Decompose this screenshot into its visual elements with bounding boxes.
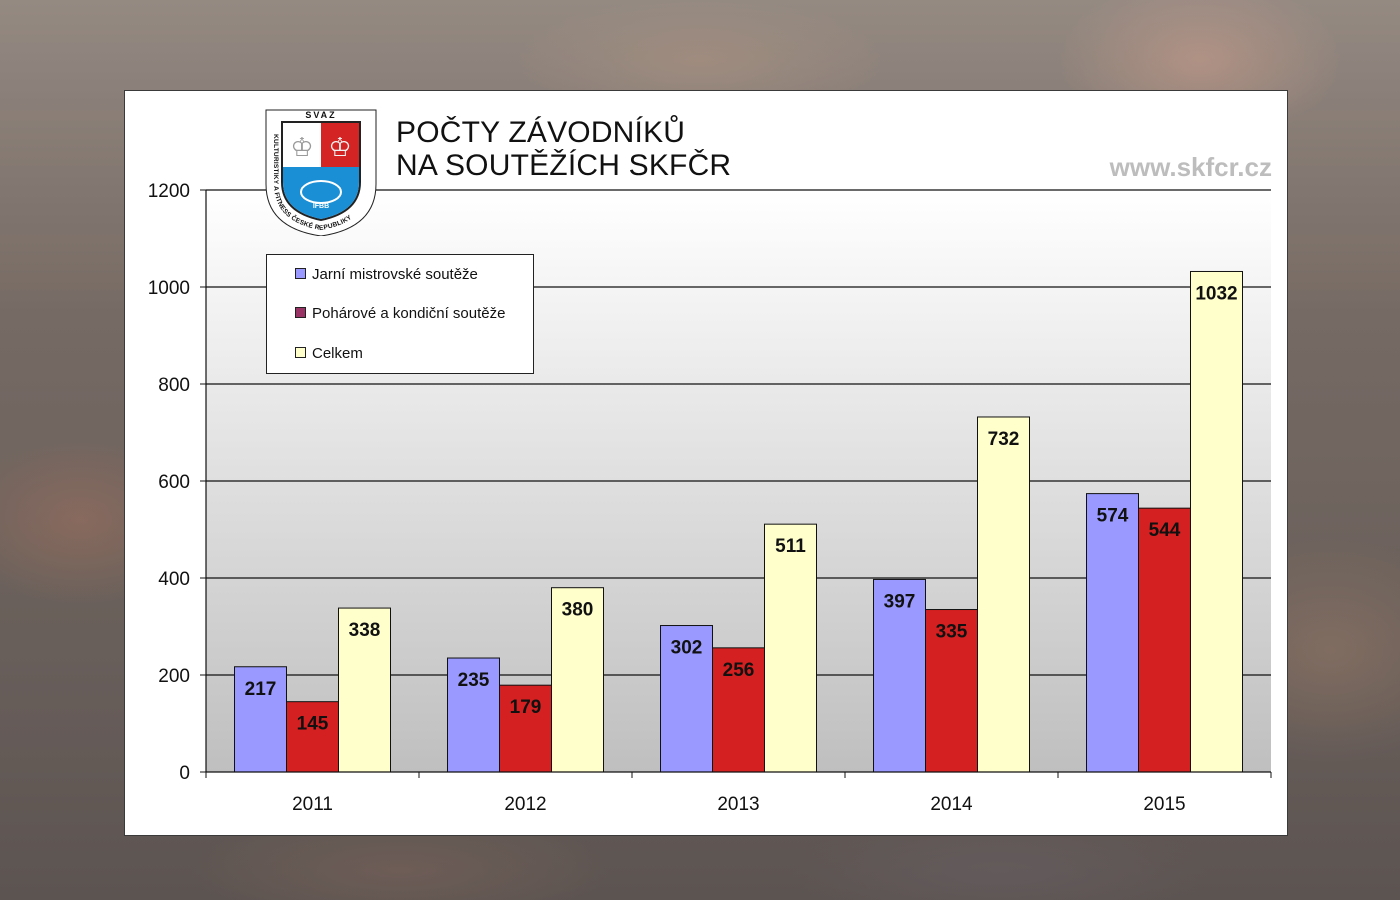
legend: Jarní mistrovské soutěže Pohárové a kond… bbox=[266, 254, 534, 374]
y-tick-label: 400 bbox=[158, 569, 190, 590]
bar-jarni-2015 bbox=[1086, 493, 1139, 773]
axes bbox=[200, 189, 1272, 778]
legend-label-poharove: Pohárové a kondiční soutěže bbox=[312, 305, 506, 322]
data-label-celkem-2013: 511 bbox=[775, 536, 806, 557]
data-label-poharove-2013: 256 bbox=[723, 660, 755, 681]
website-watermark: www.skfcr.cz bbox=[1109, 152, 1272, 182]
bar-poharove-2011 bbox=[286, 701, 339, 773]
bar-celkem-2013 bbox=[764, 523, 817, 773]
bars bbox=[234, 270, 1243, 773]
title-line-1: POČTY ZÁVODNÍKŮ bbox=[396, 116, 686, 149]
data-label-poharove-2014: 335 bbox=[936, 622, 968, 643]
data-label-jarni-2013: 302 bbox=[671, 638, 703, 659]
data-label-jarni-2011: 217 bbox=[245, 679, 277, 700]
data-label-celkem-2011: 338 bbox=[349, 620, 381, 641]
legend-item-poharove: Pohárové a kondiční soutěže bbox=[295, 305, 505, 322]
bar-poharove-2013 bbox=[712, 647, 765, 773]
data-label-poharove-2011: 145 bbox=[297, 714, 329, 735]
bar-jarni-2014 bbox=[873, 578, 926, 773]
data-label-celkem-2014: 732 bbox=[988, 429, 1020, 450]
y-tick-label: 200 bbox=[158, 666, 190, 687]
y-tick-label: 0 bbox=[179, 763, 190, 784]
chart-title: POČTY ZÁVODNÍKŮ NA SOUTĚŽÍCH SKFČR bbox=[396, 116, 731, 182]
skfcr-logo: ♔ ♔ IFBB SVAZ KULTURISTIKY A FITNESS ČES… bbox=[265, 109, 377, 236]
data-label-jarni-2015: 574 bbox=[1097, 506, 1129, 527]
bar-celkem-2011 bbox=[338, 607, 391, 773]
legend-label-celkem: Celkem bbox=[312, 345, 363, 362]
x-tick-label: 2015 bbox=[1143, 794, 1185, 815]
y-tick-label: 1200 bbox=[148, 181, 190, 202]
data-label-jarni-2014: 397 bbox=[884, 591, 916, 612]
x-tick-label: 2013 bbox=[717, 794, 759, 815]
title-line-2: NA SOUTĚŽÍCH SKFČR bbox=[396, 149, 732, 182]
x-tick-label: 2014 bbox=[930, 794, 973, 815]
bar-celkem-2012 bbox=[551, 587, 604, 773]
data-label-celkem-2015: 1032 bbox=[1195, 283, 1237, 304]
y-tick-label: 800 bbox=[158, 375, 190, 396]
y-tick-label: 600 bbox=[158, 472, 190, 493]
x-tick-label: 2012 bbox=[504, 794, 546, 815]
legend-swatch-celkem bbox=[295, 347, 306, 358]
legend-item-jarni: Jarní mistrovské soutěže bbox=[295, 266, 478, 283]
y-tick-label: 1000 bbox=[148, 278, 190, 299]
data-label-poharove-2012: 179 bbox=[510, 697, 542, 718]
bar-celkem-2014 bbox=[977, 416, 1030, 773]
bar-poharove-2015 bbox=[1138, 507, 1191, 773]
legend-label-jarni: Jarní mistrovské soutěže bbox=[312, 266, 478, 283]
x-tick-label: 2011 bbox=[292, 794, 333, 815]
bar-poharove-2014 bbox=[925, 609, 978, 773]
data-label-poharove-2015: 544 bbox=[1149, 520, 1181, 541]
bar-celkem-2015 bbox=[1190, 270, 1243, 773]
logo-top-text: SVAZ bbox=[305, 110, 336, 120]
legend-swatch-poharove bbox=[295, 307, 306, 318]
labels: 0 200 400 600 800 1000 1200 217 145 338 2011 235 179… bbox=[148, 181, 1238, 815]
bar-jarni-2013 bbox=[660, 625, 713, 773]
logo-lion-left: ♔ bbox=[290, 133, 313, 163]
logo-lion-right: ♔ bbox=[328, 133, 351, 163]
legend-item-celkem: Celkem bbox=[295, 345, 363, 362]
data-label-jarni-2012: 235 bbox=[458, 670, 490, 691]
data-label-celkem-2012: 380 bbox=[562, 600, 594, 621]
legend-swatch-jarni bbox=[295, 268, 306, 279]
logo-badge: IFBB bbox=[313, 203, 329, 210]
